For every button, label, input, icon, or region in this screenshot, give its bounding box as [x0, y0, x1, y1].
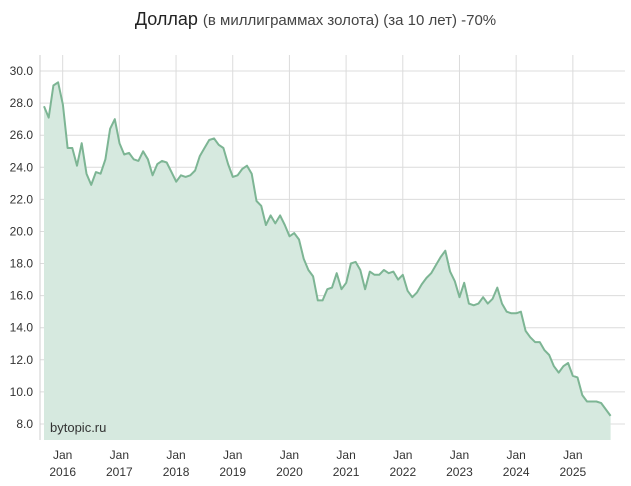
x-tick-label-year: 2025: [559, 465, 586, 479]
y-tick-label: 30.0: [10, 64, 34, 78]
x-tick-label-month: Jan: [53, 448, 72, 462]
x-tick-label-year: 2020: [276, 465, 303, 479]
y-tick-label: 26.0: [10, 128, 34, 142]
axis-layer: 8.0 10.0 12.0 14.0 16.0 18.0 20.0 22.0 24.0 26.0 2…: [10, 64, 587, 479]
x-tick-label-year: 2018: [163, 465, 190, 479]
y-tick-label: 16.0: [10, 289, 34, 303]
x-tick-label-year: 2023: [446, 465, 473, 479]
x-tick-label-year: 2017: [106, 465, 133, 479]
y-tick-label: 22.0: [10, 192, 34, 206]
y-tick-label: 18.0: [10, 257, 34, 271]
y-tick-label: 8.0: [16, 417, 33, 431]
x-tick-label-year: 2021: [333, 465, 360, 479]
x-tick-label-month: Jan: [280, 448, 299, 462]
x-tick-label-month: Jan: [110, 448, 129, 462]
title-suffix: (в миллиграммах золота) (за 10 лет) -70%: [202, 12, 497, 29]
y-tick-label: 28.0: [10, 96, 34, 110]
y-tick-label: 20.0: [10, 224, 34, 238]
y-tick-label: 10.0: [10, 385, 34, 399]
x-tick-label-month: Jan: [506, 448, 525, 462]
y-tick-label: 24.0: [10, 160, 34, 174]
x-tick-label-year: 2019: [219, 465, 246, 479]
x-tick-label-month: Jan: [563, 448, 582, 462]
x-tick-label-year: 2022: [389, 465, 416, 479]
area-layer: [43, 81, 612, 441]
x-tick-label-month: Jan: [450, 448, 469, 462]
x-tick-label-month: Jan: [336, 448, 355, 462]
x-tick-label-month: Jan: [223, 448, 242, 462]
x-tick-label-month: Jan: [393, 448, 412, 462]
watermark: bytopic.ru: [50, 420, 106, 435]
series-area-fill: [44, 82, 611, 441]
x-tick-label-year: 2016: [49, 465, 76, 479]
y-tick-label: 12.0: [10, 353, 34, 367]
x-tick-label-year: 2024: [503, 465, 530, 479]
x-tick-label-month: Jan: [166, 448, 185, 462]
y-tick-label: 14.0: [10, 321, 34, 335]
chart-title: Доллар (в миллиграммах золота) (за 10 ле…: [0, 9, 631, 30]
title-main: Доллар: [134, 9, 198, 29]
